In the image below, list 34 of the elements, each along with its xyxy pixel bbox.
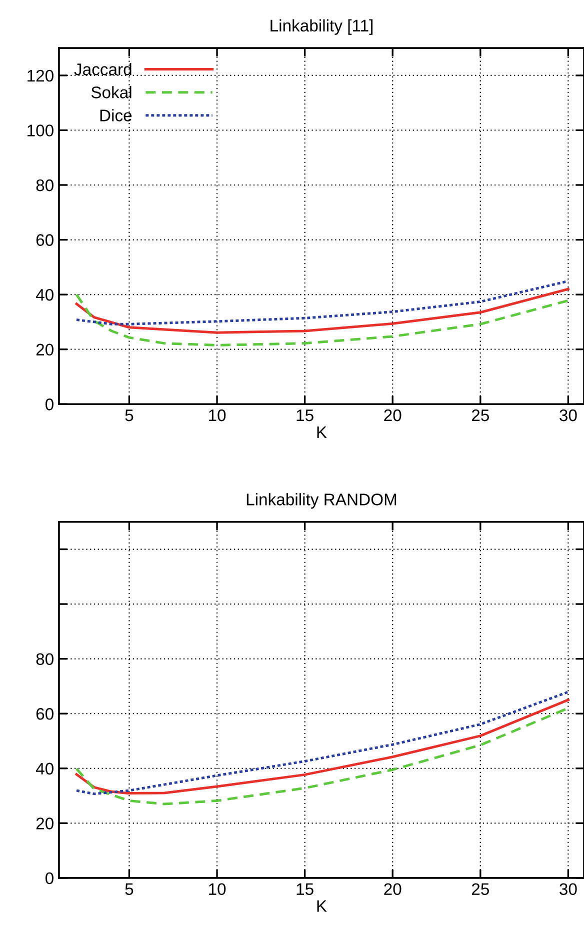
- y-tick-label: 120: [28, 70, 54, 82]
- y-tick-label: 60: [36, 234, 54, 246]
- x-tick-label: 15: [296, 410, 314, 422]
- y-tick-label: 80: [36, 179, 54, 192]
- y-tick-label: 80: [36, 653, 54, 666]
- legend-label: Jaccard: [74, 63, 132, 76]
- y-tick-label: 20: [36, 818, 54, 830]
- y-tick-label: 60: [36, 708, 54, 720]
- x-tick-label: 25: [472, 409, 489, 422]
- x-axis-title: K: [317, 426, 327, 438]
- y-tick-label: 0: [46, 398, 54, 410]
- legend-label: Dice: [100, 109, 132, 122]
- chart-title: Linkability RANDOM: [246, 493, 396, 509]
- y-tick-label: 40: [36, 288, 54, 301]
- x-tick-label: 5: [125, 410, 134, 422]
- x-tick-label: 30: [560, 409, 577, 422]
- x-tick-label: 10: [209, 883, 226, 896]
- line-series: [75, 293, 570, 346]
- x-tick-label: 10: [209, 409, 226, 422]
- x-tick-label: 20: [384, 409, 402, 422]
- line-series: [75, 288, 570, 334]
- legend-label: Sokal: [91, 86, 132, 98]
- y-tick-label: 40: [36, 762, 54, 775]
- x-tick-label: 20: [384, 883, 402, 896]
- x-tick-label: 25: [472, 883, 489, 896]
- x-tick-label: 15: [296, 883, 314, 896]
- y-tick-label: 0: [46, 872, 54, 884]
- x-tick-label: 5: [125, 883, 134, 896]
- y-tick-label: 20: [36, 344, 54, 356]
- x-tick-label: 30: [560, 883, 577, 896]
- x-axis-title: K: [317, 900, 327, 912]
- line-series: [75, 280, 570, 326]
- chart-title: Linkability [11]: [270, 19, 372, 35]
- y-tick-label: 100: [28, 124, 54, 136]
